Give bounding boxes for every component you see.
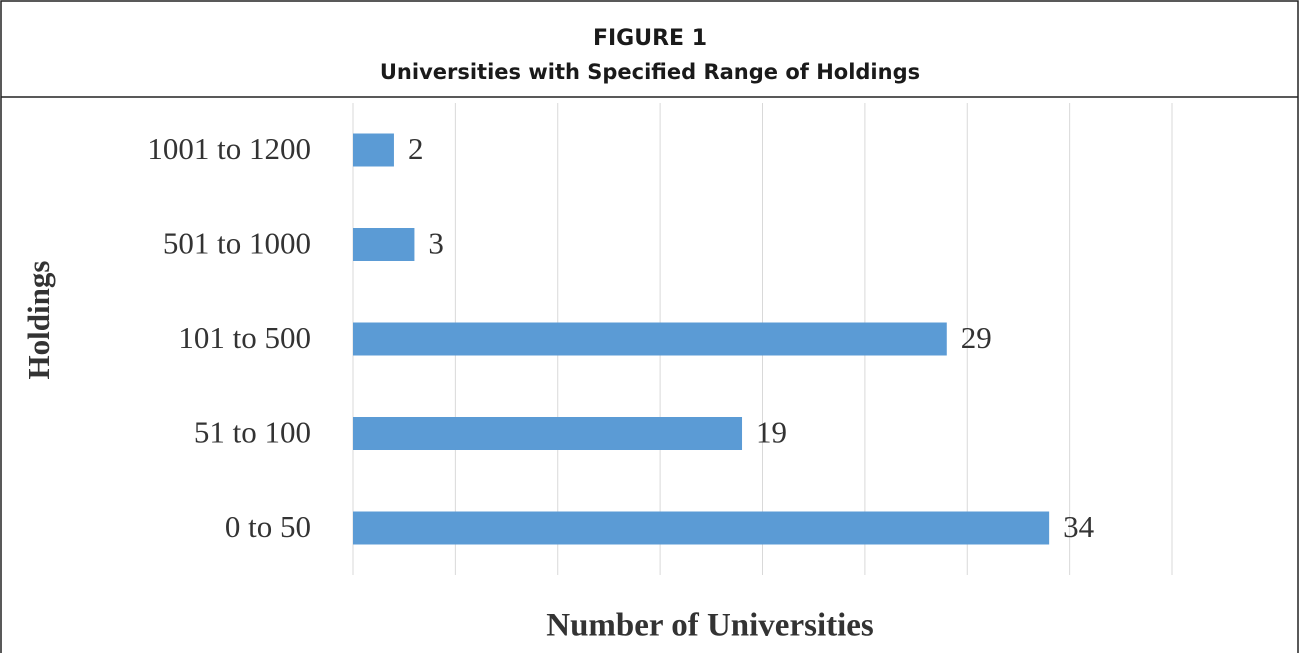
- data-label: 29: [961, 320, 992, 355]
- data-label: 2: [408, 131, 424, 166]
- bar: [353, 228, 415, 261]
- y-axis-title: Holdings: [21, 261, 56, 380]
- y-tick-label: 501 to 1000: [163, 226, 311, 261]
- y-tick-label: 51 to 100: [194, 415, 311, 450]
- x-axis-title: Number of Universities: [546, 608, 874, 644]
- bar: [353, 322, 947, 356]
- bar: [353, 417, 743, 450]
- y-tick-label: 0 to 50: [225, 509, 311, 544]
- y-tick-label: 101 to 500: [178, 320, 311, 355]
- chart-title: FIGURE 1: [593, 26, 707, 51]
- y-tick-label: 1001 to 1200: [147, 131, 311, 166]
- data-label: 19: [756, 415, 787, 450]
- data-label: 34: [1063, 509, 1095, 544]
- data-label: 3: [428, 226, 444, 261]
- chart-subtitle: Universities with Specified Range of Hol…: [380, 60, 920, 84]
- bar: [353, 133, 394, 167]
- bar: [353, 511, 1050, 545]
